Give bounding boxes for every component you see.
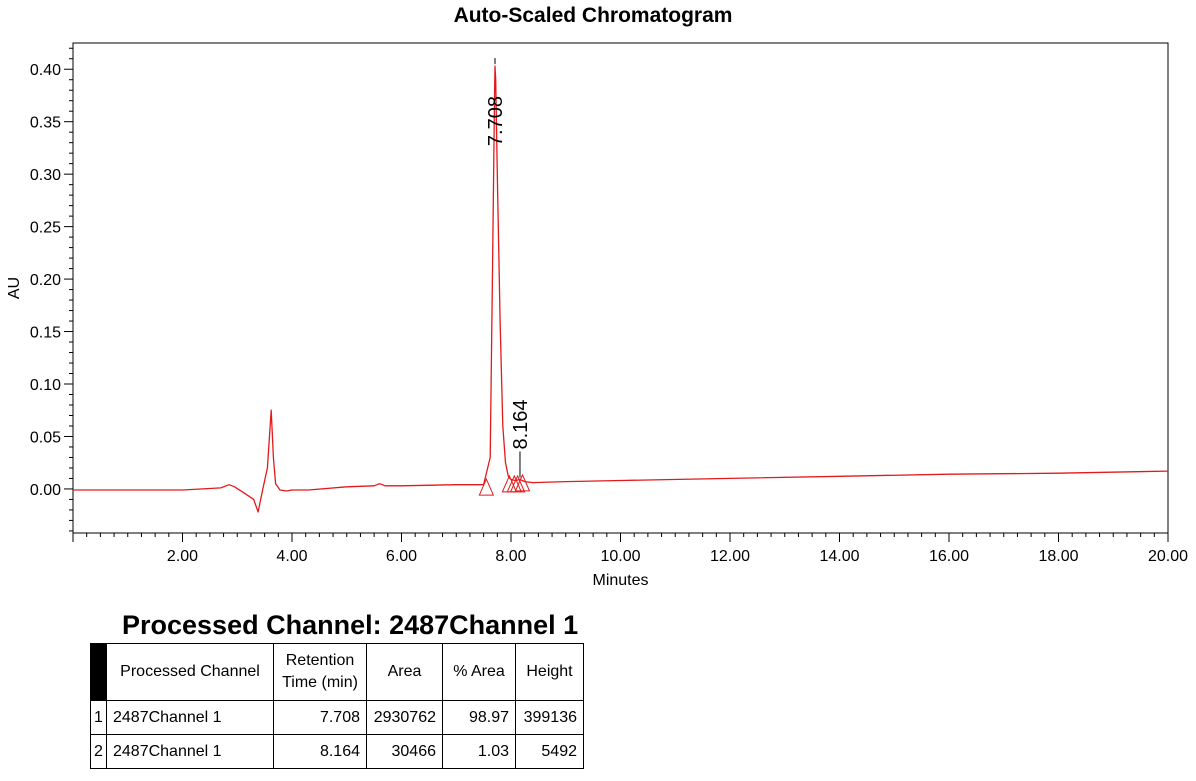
x-tick-label: 4.00 — [276, 548, 307, 565]
row-number: 1 — [90, 700, 107, 735]
chart-title: Auto-Scaled Chromatogram — [454, 4, 733, 27]
row-height: 5492 — [515, 734, 584, 769]
y-axis-label: AU — [6, 277, 23, 299]
y-tick-label: 0.05 — [30, 429, 61, 446]
header-processed-channel: Processed Channel — [106, 643, 274, 701]
header-pct-area: % Area — [442, 643, 516, 701]
y-tick-label: 0.10 — [30, 377, 61, 394]
row-area: 30466 — [366, 734, 443, 769]
chromatogram-trace — [73, 65, 1169, 513]
plot-frame — [72, 42, 1169, 534]
header-area: Area — [366, 643, 443, 701]
table-title: Processed Channel: 2487Channel 1 — [122, 610, 579, 640]
header-retention-line2: Time (min) — [282, 674, 358, 691]
x-axis-label: Minutes — [592, 572, 648, 589]
x-tick-label: 2.00 — [167, 548, 198, 565]
y-tick-label: 0.30 — [30, 167, 61, 184]
header-retention-time: Retention Time (min) — [273, 643, 367, 701]
row-retention-time: 8.164 — [273, 734, 367, 769]
peak-table: Processed Channel Retention Time (min) A… — [90, 643, 584, 769]
peak-label: 7.708 — [485, 96, 507, 146]
row-pct-area: 1.03 — [442, 734, 516, 769]
x-tick-label: 18.00 — [1038, 548, 1078, 565]
y-tick-label: 0.20 — [30, 272, 61, 289]
x-tick-label: 10.00 — [600, 548, 640, 565]
table-row: 2 2487Channel 1 8.164 30466 1.03 5492 — [90, 734, 584, 769]
y-tick-label: 0.40 — [30, 62, 61, 79]
x-tick-label: 20.00 — [1148, 548, 1188, 565]
integration-marker — [509, 474, 526, 493]
chromatogram-chart: Auto-Scaled Chromatogram 0.00 0.05 0.10 0.1… — [6, 4, 1188, 589]
x-tick-label: 8.00 — [495, 548, 526, 565]
y-tick-label: 0.15 — [30, 325, 61, 342]
row-pct-area: 98.97 — [442, 700, 516, 735]
y-tick-label: 0.25 — [30, 220, 61, 237]
integration-marker — [514, 473, 531, 492]
x-tick-label: 16.00 — [929, 548, 969, 565]
x-tick-label: 12.00 — [710, 548, 750, 565]
row-number: 2 — [90, 734, 107, 769]
row-channel: 2487Channel 1 — [106, 700, 274, 735]
x-tick-label: 6.00 — [386, 548, 417, 565]
table-header-row: Processed Channel Retention Time (min) A… — [90, 643, 584, 701]
row-retention-time: 7.708 — [273, 700, 367, 735]
peak-label: 8.164 — [510, 399, 532, 449]
y-tick-label: 0.00 — [30, 482, 61, 499]
header-height: Height — [515, 643, 584, 701]
row-area: 2930762 — [366, 700, 443, 735]
row-height: 399136 — [515, 700, 584, 735]
y-tick-label: 0.35 — [30, 115, 61, 132]
integration-marker — [478, 477, 495, 496]
header-retention-line1: Retention — [285, 652, 355, 670]
table-row: 1 2487Channel 1 7.708 2930762 98.97 3991… — [90, 700, 584, 735]
header-index-cell — [90, 643, 107, 701]
x-tick-label: 14.00 — [819, 548, 859, 565]
row-channel: 2487Channel 1 — [106, 734, 274, 769]
